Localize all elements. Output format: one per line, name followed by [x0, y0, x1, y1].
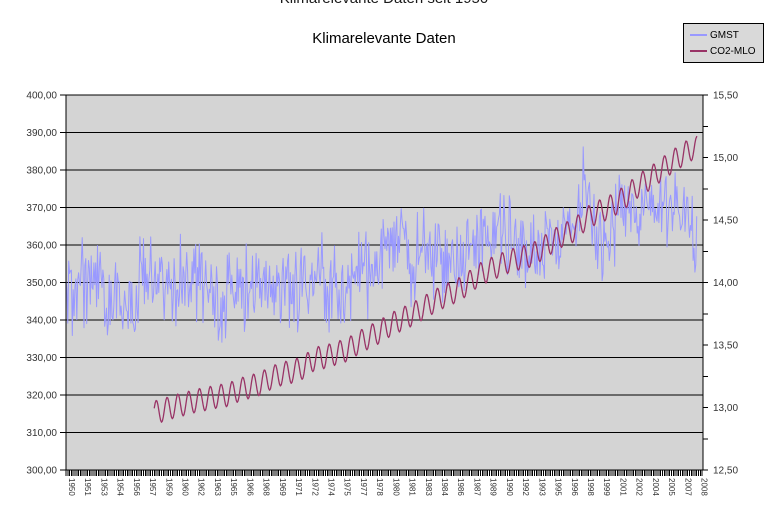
y-axis-label-right: 15,50 — [713, 91, 738, 102]
x-axis-label: 1981 — [408, 478, 417, 496]
y-axis-label-left: 330,00 — [26, 353, 57, 364]
x-axis-label: 1972 — [310, 478, 319, 496]
x-axis-label: 1995 — [554, 478, 563, 496]
y-axis-label-right: 13,00 — [713, 403, 738, 414]
x-axis-label: 1986 — [456, 478, 465, 496]
x-axis-label: 1950 — [67, 478, 76, 496]
x-axis-label: 1989 — [489, 478, 498, 496]
y-axis-label-left: 400,00 — [26, 91, 57, 102]
x-axis-label: 1990 — [505, 478, 514, 496]
x-axis-label: 1969 — [278, 478, 287, 496]
x-axis-label: 1980 — [391, 478, 400, 496]
y-axis-label-right: 14,50 — [713, 216, 738, 227]
x-axis-label: 1965 — [229, 478, 238, 496]
y-axis-label-left: 300,00 — [26, 466, 57, 477]
gmst-line-swatch — [690, 34, 707, 36]
legend: GMST CO2-MLO — [683, 23, 764, 63]
co2-line-swatch — [690, 50, 707, 52]
x-axis-label: 1998 — [586, 478, 595, 496]
y-axis-label-left: 370,00 — [26, 203, 57, 214]
x-axis-label: 1983 — [424, 478, 433, 496]
y-axis-label-right: 14,00 — [713, 278, 738, 289]
x-axis-label: 1954 — [116, 478, 125, 496]
clipped-page-title-text: Klimarelevante Daten seit 1950 — [280, 0, 488, 7]
x-axis-label: 1959 — [164, 478, 173, 496]
x-axis-label: 1956 — [132, 478, 141, 496]
x-axis-label: 1999 — [602, 478, 611, 496]
y-axis-label-left: 380,00 — [26, 166, 57, 177]
x-axis-label: 1975 — [343, 478, 352, 496]
x-axis-label: 2007 — [683, 478, 692, 496]
x-axis-label: 1960 — [181, 478, 190, 496]
y-axis-label-left: 350,00 — [26, 278, 57, 289]
legend-label-co2: CO2-MLO — [710, 45, 756, 57]
x-axis-label: 1984 — [440, 478, 449, 496]
y-axis-label-left: 340,00 — [26, 316, 57, 327]
clipped-page-title: Klimarelevante Daten seit 1950 — [0, 0, 768, 7]
x-axis-label: 2001 — [618, 478, 627, 496]
x-axis-label: 1974 — [327, 478, 336, 496]
chart-title: Klimarelevante Daten — [312, 30, 456, 47]
y-axis-label-right: 13,50 — [713, 341, 738, 352]
x-axis-label: 1971 — [294, 478, 303, 496]
legend-label-gmst: GMST — [710, 29, 739, 41]
x-axis-labels: 1950 1951 1953 1954 1956 1957 1959 1960 1962 1963… — [67, 478, 709, 496]
x-axis-label: 2005 — [667, 478, 676, 496]
x-axis-label: 1957 — [148, 478, 157, 496]
x-axis-label: 1951 — [83, 478, 92, 496]
y-axis-label-right: 12,50 — [713, 466, 738, 477]
legend-item-co2: CO2-MLO — [690, 45, 763, 58]
x-axis-label: 1962 — [197, 478, 206, 496]
y-axis-label-left: 390,00 — [26, 128, 57, 139]
y-axis-label-left: 310,00 — [26, 428, 57, 439]
x-axis-label: 1978 — [375, 478, 384, 496]
x-axis-label: 1992 — [521, 478, 530, 496]
x-axis-label: 1968 — [262, 478, 271, 496]
x-axis-label: 1996 — [570, 478, 579, 496]
y-axis-label-left: 360,00 — [26, 241, 57, 252]
x-axis-label: 1966 — [245, 478, 254, 496]
co2-line — [153, 135, 698, 423]
y-axis-label-right: 15,00 — [713, 153, 738, 164]
axis-ticks — [60, 94, 708, 476]
x-axis-label: 2002 — [635, 478, 644, 496]
x-axis-label: 1977 — [359, 478, 368, 496]
x-axis-label: 1987 — [472, 478, 481, 496]
x-axis-label: 1993 — [537, 478, 546, 496]
x-axis-label: 2008 — [700, 478, 709, 496]
x-axis-label: 2004 — [651, 478, 660, 496]
gmst-line — [65, 146, 698, 343]
x-axis-label: 1953 — [99, 478, 108, 496]
y-axis-label-left: 320,00 — [26, 391, 57, 402]
x-axis-label: 1963 — [213, 478, 222, 496]
legend-item-gmst: GMST — [690, 29, 763, 42]
left-axis-labels: 400,00 390,00 380,00 370,00 360,00 350,00 340,… — [26, 91, 57, 477]
right-axis-labels: 15,50 15,00 14,50 14,00 13,50 13,00 12,50 — [713, 91, 738, 477]
